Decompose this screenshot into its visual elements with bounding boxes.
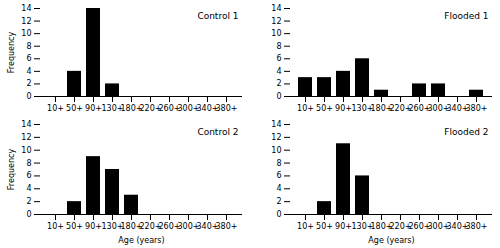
svg-text:10: 10 — [21, 146, 31, 155]
svg-text:4: 4 — [26, 67, 31, 76]
svg-text:90+: 90+ — [85, 104, 102, 113]
svg-text:Flooded 1: Flooded 1 — [444, 11, 488, 21]
svg-text:130+: 130+ — [351, 222, 374, 232]
svg-text:10+: 10+ — [297, 104, 314, 113]
svg-text:300+: 300+ — [177, 222, 200, 232]
svg-text:14: 14 — [271, 120, 281, 129]
svg-text:180+: 180+ — [370, 104, 393, 114]
svg-text:220+: 220+ — [139, 222, 162, 232]
svg-text:Flooded 2: Flooded 2 — [444, 127, 488, 137]
svg-text:220+: 220+ — [139, 104, 162, 114]
svg-text:2: 2 — [26, 197, 31, 206]
svg-text:90+: 90+ — [85, 222, 102, 231]
svg-text:10+: 10+ — [297, 222, 314, 231]
svg-text:130+: 130+ — [101, 104, 124, 114]
svg-text:12: 12 — [271, 133, 281, 142]
svg-text:130+: 130+ — [351, 104, 374, 114]
svg-text:300+: 300+ — [427, 222, 450, 232]
svg-text:8: 8 — [26, 42, 31, 51]
svg-text:0: 0 — [26, 210, 31, 219]
svg-text:8: 8 — [276, 42, 281, 51]
svg-text:380+: 380+ — [466, 104, 488, 113]
svg-text:50+: 50+ — [316, 104, 333, 113]
svg-text:0: 0 — [276, 92, 281, 101]
svg-text:2: 2 — [26, 79, 31, 88]
svg-text:14: 14 — [271, 4, 281, 13]
svg-text:380+: 380+ — [216, 104, 238, 113]
svg-text:12: 12 — [21, 17, 31, 26]
svg-text:260+: 260+ — [158, 104, 181, 114]
svg-text:10: 10 — [271, 146, 281, 155]
svg-text:10+: 10+ — [47, 222, 64, 231]
svg-text:380+: 380+ — [466, 222, 488, 231]
svg-text:220+: 220+ — [389, 104, 412, 114]
svg-text:90+: 90+ — [335, 104, 352, 113]
svg-text:90+: 90+ — [335, 222, 352, 231]
svg-text:0: 0 — [26, 92, 31, 101]
svg-text:10+: 10+ — [47, 104, 64, 113]
svg-text:300+: 300+ — [427, 104, 450, 114]
svg-text:14: 14 — [21, 4, 31, 13]
svg-text:300+: 300+ — [177, 104, 200, 114]
svg-text:0: 0 — [276, 210, 281, 219]
svg-text:380+: 380+ — [216, 222, 238, 231]
svg-text:4: 4 — [26, 184, 31, 193]
svg-text:50+: 50+ — [66, 104, 83, 113]
svg-text:6: 6 — [276, 171, 281, 180]
svg-text:260+: 260+ — [408, 104, 431, 114]
svg-text:340+: 340+ — [446, 104, 469, 114]
svg-text:10: 10 — [21, 29, 31, 38]
svg-text:180+: 180+ — [120, 104, 143, 114]
svg-text:180+: 180+ — [120, 222, 143, 232]
svg-text:10: 10 — [271, 29, 281, 38]
svg-text:8: 8 — [26, 159, 31, 168]
svg-text:Control 1: Control 1 — [197, 11, 238, 21]
svg-text:12: 12 — [271, 17, 281, 26]
svg-text:130+: 130+ — [101, 222, 124, 232]
svg-text:2: 2 — [276, 79, 281, 88]
svg-text:Frequency: Frequency — [7, 149, 16, 191]
svg-text:14: 14 — [21, 120, 31, 129]
svg-text:Frequency: Frequency — [7, 32, 16, 74]
svg-text:6: 6 — [276, 54, 281, 63]
svg-text:4: 4 — [276, 67, 281, 76]
svg-text:220+: 220+ — [389, 222, 412, 232]
svg-text:2: 2 — [276, 197, 281, 206]
svg-text:180+: 180+ — [370, 222, 393, 232]
svg-text:4: 4 — [276, 184, 281, 193]
svg-text:340+: 340+ — [196, 104, 219, 114]
svg-text:50+: 50+ — [316, 222, 333, 231]
svg-text:Control 2: Control 2 — [197, 127, 238, 137]
svg-text:Age (years): Age (years) — [118, 236, 164, 245]
svg-text:6: 6 — [26, 54, 31, 63]
svg-text:6: 6 — [26, 171, 31, 180]
svg-text:Age (years): Age (years) — [368, 236, 414, 245]
svg-text:8: 8 — [276, 159, 281, 168]
svg-text:260+: 260+ — [408, 222, 431, 232]
svg-text:12: 12 — [21, 133, 31, 142]
svg-text:50+: 50+ — [66, 222, 83, 231]
svg-text:340+: 340+ — [196, 222, 219, 232]
svg-text:340+: 340+ — [446, 222, 469, 232]
svg-text:260+: 260+ — [158, 222, 181, 232]
